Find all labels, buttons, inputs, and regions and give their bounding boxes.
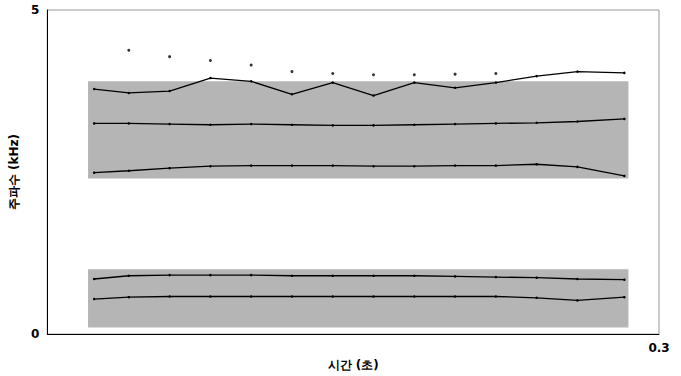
svg-text:5: 5 [31,3,39,17]
svg-text:주파수 (kHz): 주파수 (kHz) [7,134,21,210]
svg-text:0: 0 [31,327,39,341]
svg-text:시간 (초): 시간 (초) [328,358,379,372]
svg-text:0.3: 0.3 [648,341,669,355]
